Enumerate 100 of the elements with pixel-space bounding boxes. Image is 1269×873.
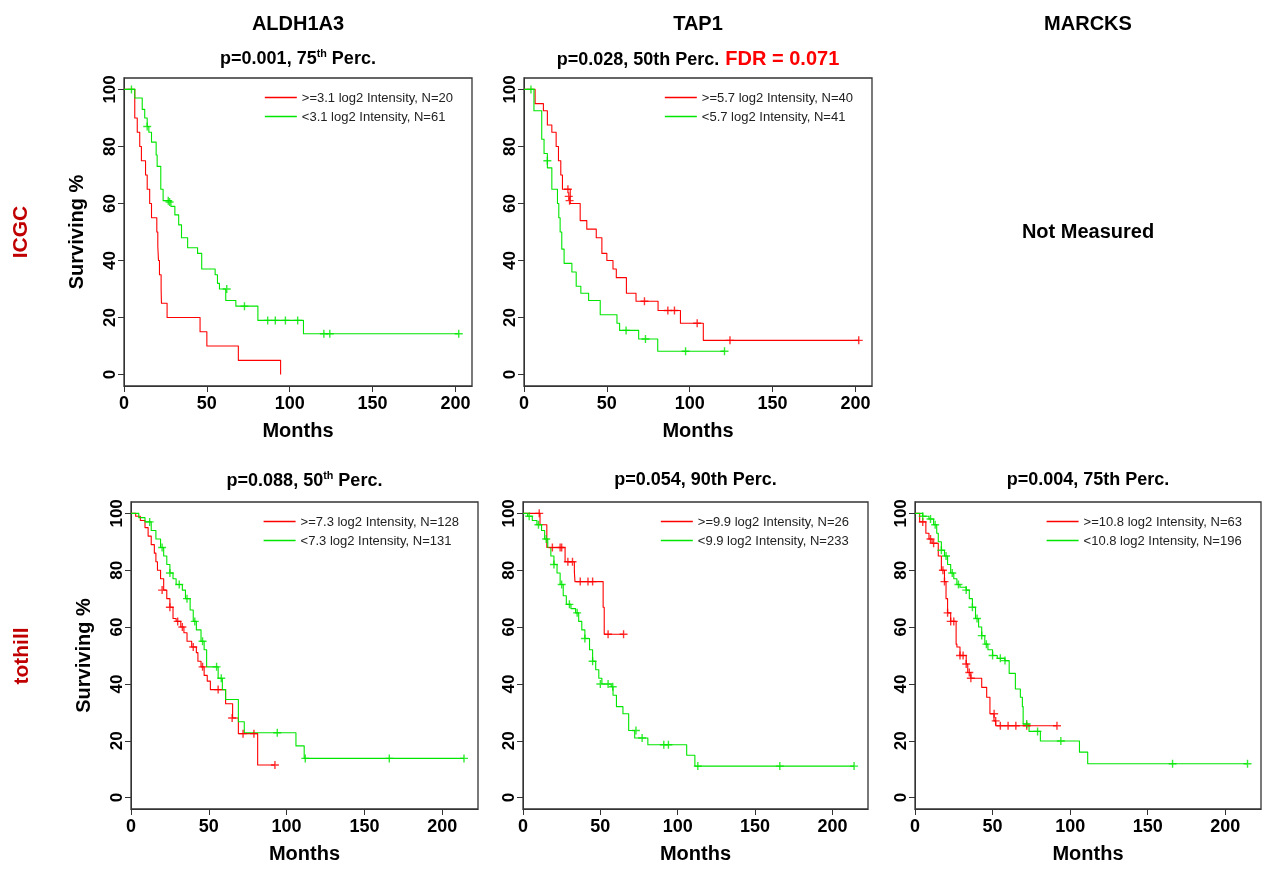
text: MARCKS [1043,12,1133,35]
legend-label: >=5.7 log2 Intensity, N=40 [701,90,853,105]
y-tick-label: 100 [107,499,126,528]
chart-subtitle: p=0.001, 75$^{th}$ Perc. [220,47,376,68]
text: Not Measured [1020,220,1156,243]
point [211,662,222,672]
point [459,753,469,764]
y-axis-title: Surviving % [65,174,87,290]
point [524,511,534,521]
point [239,301,250,311]
y-tick-label: 60 [499,617,518,637]
point [1242,759,1253,769]
point [631,725,641,736]
x-tick-label: 100 [271,816,302,836]
y-tick-label: 100 [100,75,119,104]
y-tick-label: 40 [499,674,518,694]
x-axis-title: Months [659,842,732,864]
point [1167,759,1178,769]
x-tick-label: 200 [1210,816,1241,836]
chart-title: p=0.004, 75th Perc. [1006,469,1170,489]
legend-label: >=10.8 log2 Intensity, N=63 [1083,514,1243,529]
x-tick-label: 150 [740,816,771,836]
point [249,728,259,739]
x-tick-label: 50 [982,816,1003,836]
x-axis-title: Months [662,419,734,441]
chart-subtitle: p=0.028, 50th Perc. [556,49,720,69]
y-tick-label: 100 [891,499,910,528]
y-tick-label: 20 [499,731,518,751]
y-tick-label: 100 [499,499,518,528]
point [618,629,629,639]
y-tick-label: 40 [100,251,119,270]
point [942,608,953,618]
point [157,585,167,595]
point [961,585,971,595]
y-tick-label: 40 [500,251,519,270]
y-tick-label: 80 [107,560,126,580]
x-tick-label: 150 [1132,816,1163,836]
x-tick-label: 150 [349,816,380,836]
x-tick-label: 200 [817,816,848,836]
x-tick-label: 150 [357,393,388,413]
x-tick-label: 50 [198,816,219,836]
x-tick-label: 100 [1055,816,1086,836]
point [165,568,175,578]
x-tick-label: 50 [596,393,617,413]
point [197,662,208,672]
point [1011,721,1021,731]
point [640,334,651,344]
y-tick-label: 100 [500,75,519,104]
point [580,633,590,644]
x-tick-label: 150 [757,393,788,413]
point [182,593,192,604]
x-tick-label: 50 [590,816,611,836]
legend-label: <10.8 log2 Intensity, N=196 [1083,533,1242,548]
point [563,184,573,194]
point [775,761,785,771]
point [938,565,948,575]
point [1056,736,1066,746]
point [595,679,606,689]
point [693,761,703,771]
x-tick-label: 200 [440,393,471,413]
legend-label: >=9.9 log2 Intensity, N=26 [697,514,849,529]
point [981,639,992,649]
x-tick-label: 200 [840,393,871,413]
legend-label: <7.3 log2 Intensity, N=131 [300,533,452,548]
point [637,733,647,743]
point [972,613,982,624]
point [188,642,198,652]
legend-label: >=3.1 log2 Intensity, N=20 [301,90,453,105]
y-tick-label: 40 [891,674,910,694]
x-axis-title: Months [262,419,334,441]
legend-label: >=7.3 log2 Intensity, N=128 [300,514,460,529]
y-tick-label: 60 [500,194,519,213]
point [227,713,237,723]
point [454,329,464,339]
point [1052,721,1062,731]
point [925,534,936,544]
point [692,318,702,328]
x-tick-label: 100 [662,816,693,836]
x-tick-label: 100 [674,393,705,413]
y-tick-label: 0 [107,792,126,803]
point [967,602,978,612]
chart-title: p=0.054, 90th Perc. [614,469,777,489]
point [222,284,232,294]
point [1003,721,1013,731]
point [549,559,559,570]
y-tick-label: 60 [891,617,910,637]
y-tick-label: 80 [891,560,910,580]
y-tick-label: 60 [107,617,126,637]
point [572,608,582,618]
point [272,728,282,738]
chart-title: TAP1 [672,12,724,35]
point [587,656,598,666]
point [663,305,673,316]
y-tick-label: 80 [499,560,518,580]
legend-label: <5.7 log2 Intensity, N=41 [701,109,846,124]
point [325,329,335,339]
x-tick-label: 200 [427,816,458,836]
y-tick-label: 20 [100,308,119,328]
point [213,684,223,695]
chart-title: ALDH1A3 [250,12,346,35]
